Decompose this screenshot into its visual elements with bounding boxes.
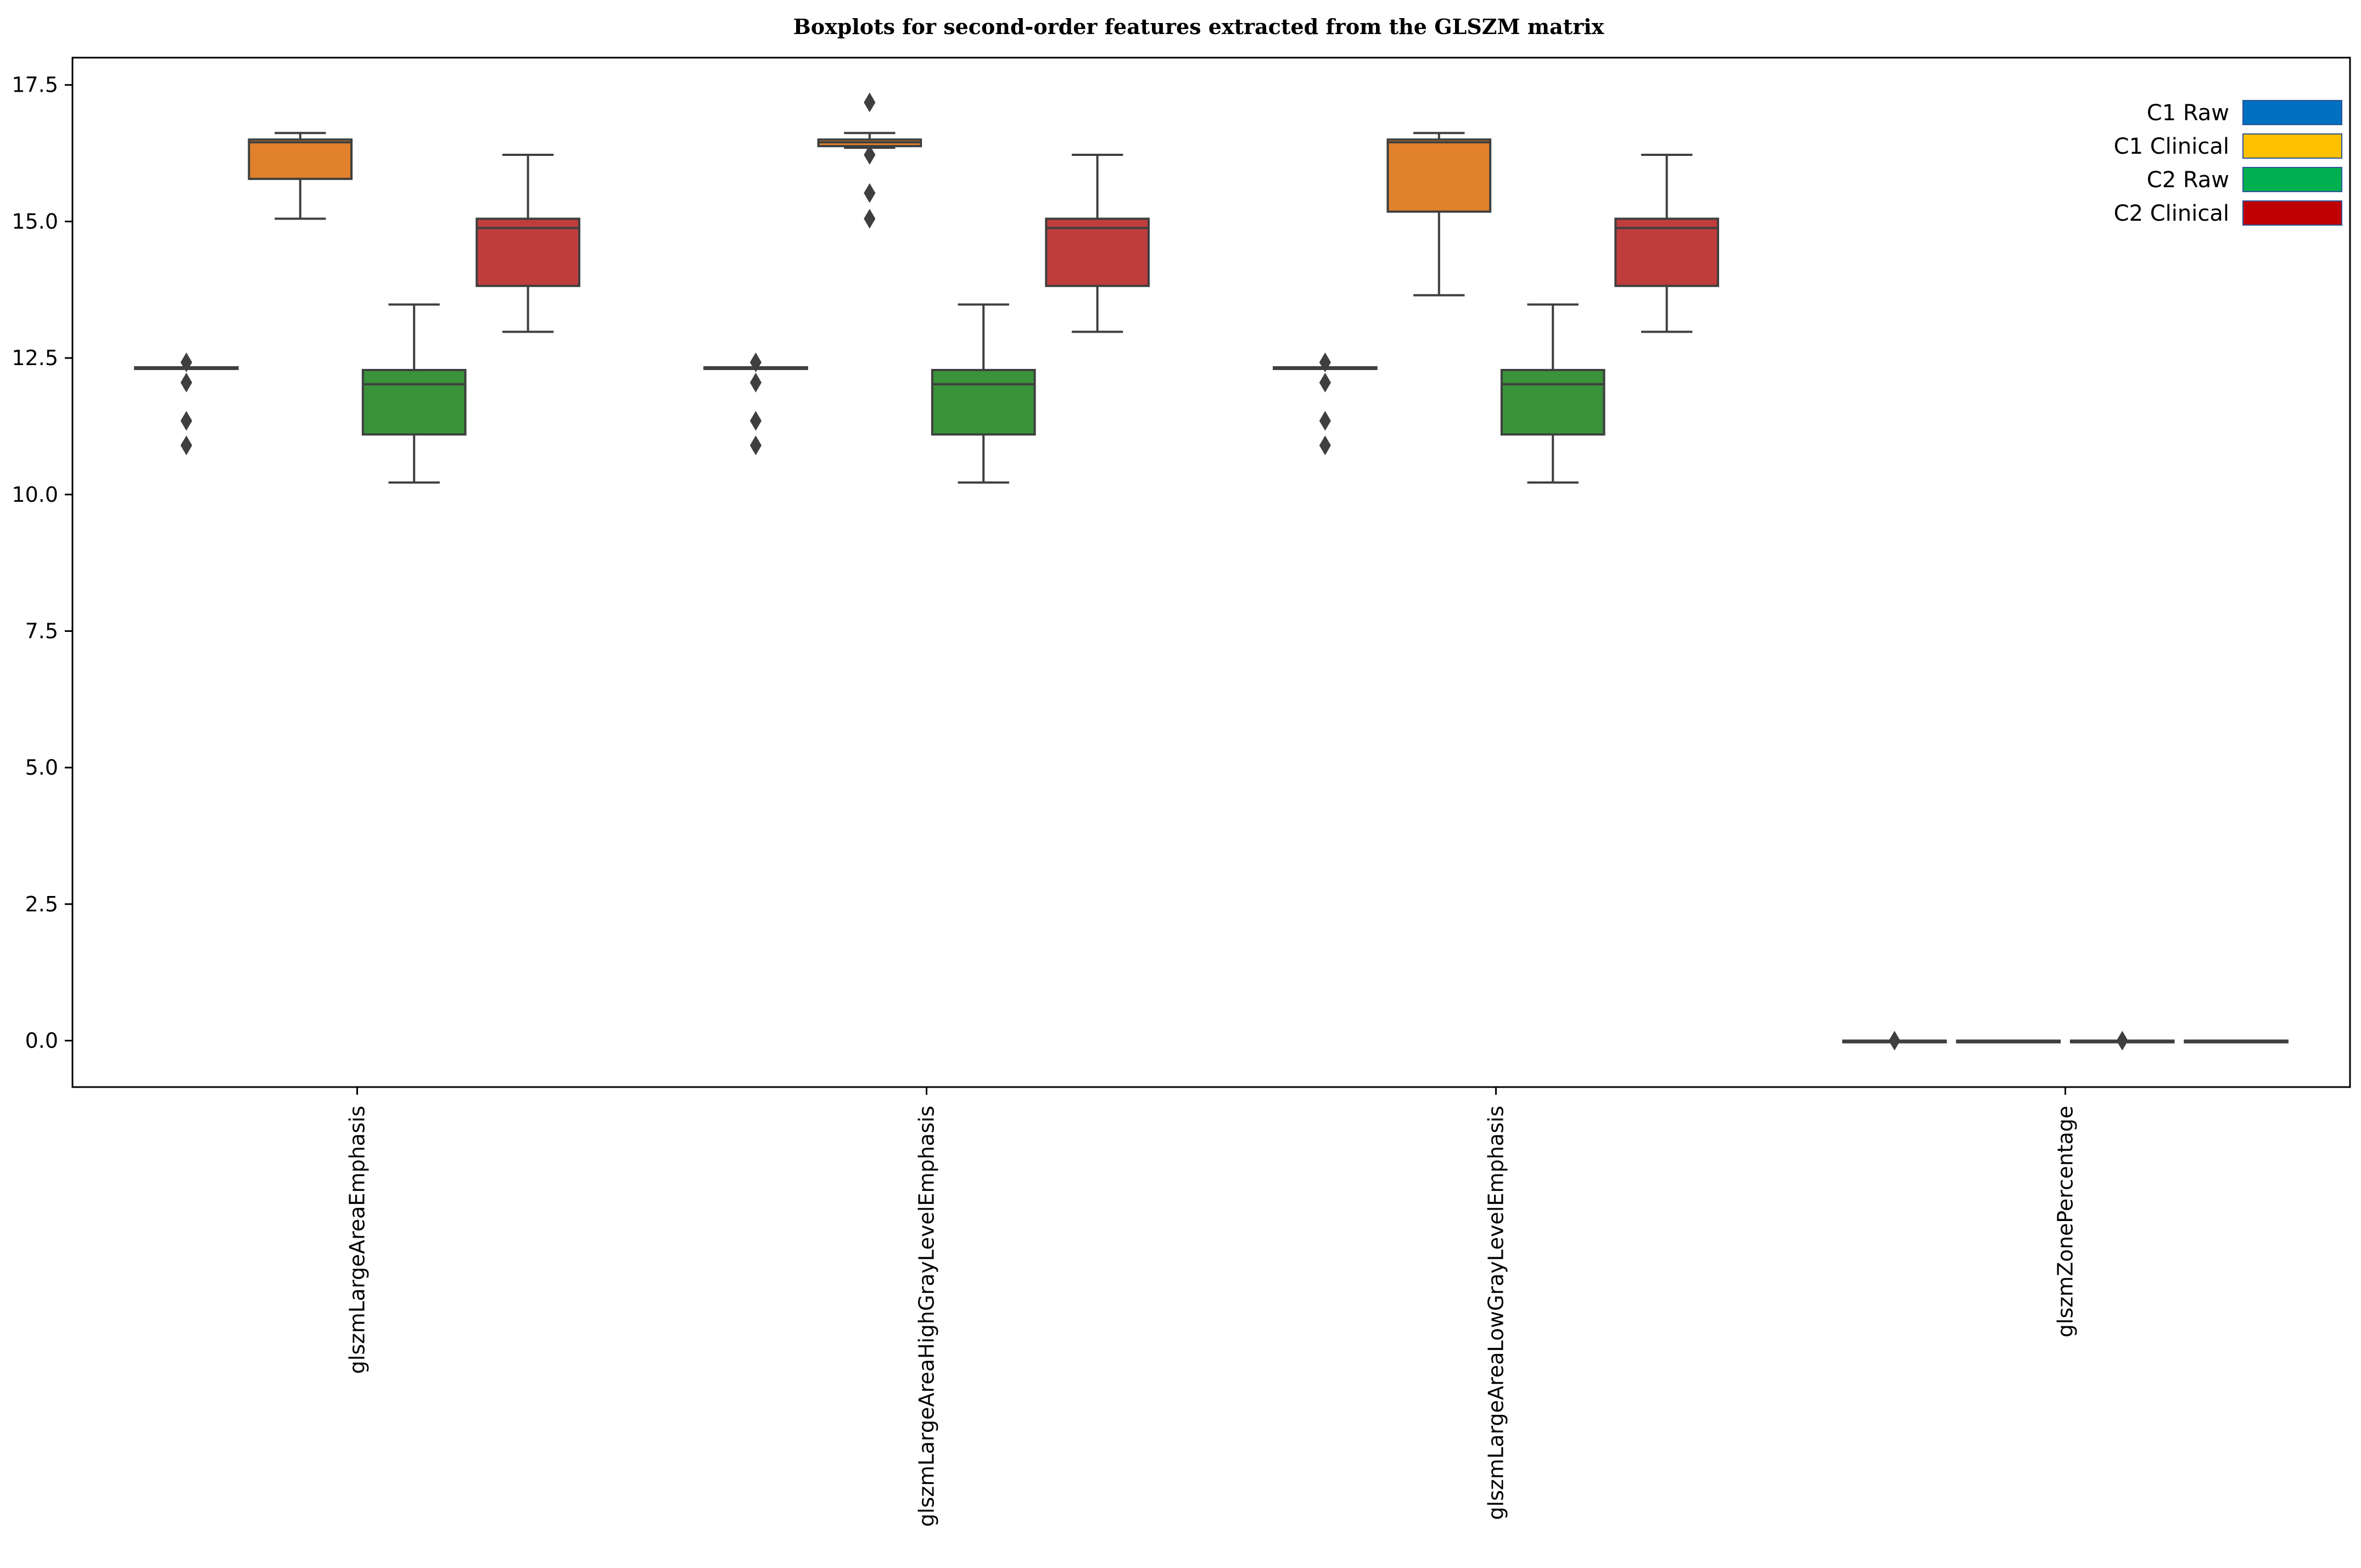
- outlier-point: [1319, 435, 1331, 456]
- box-c1-raw: [134, 352, 239, 456]
- legend-swatch: [2242, 200, 2342, 226]
- y-tick-label: 2.5: [25, 892, 58, 916]
- plot-marks: [134, 92, 2289, 1051]
- outlier-point: [2116, 1031, 2128, 1051]
- outlier-point: [1319, 372, 1331, 393]
- box-c1-clinical: [1386, 132, 1492, 296]
- outlier-point: [180, 435, 192, 456]
- legend-label: C2 Raw: [2147, 167, 2229, 193]
- y-tick-label: 15.0: [12, 209, 58, 233]
- box-c2-clinical: [1045, 154, 1150, 333]
- legend-label: C2 Clinical: [2114, 201, 2229, 226]
- box-body: [1614, 217, 1719, 287]
- outlier-point: [864, 183, 876, 203]
- box-c2-raw: [361, 303, 467, 484]
- outlier-point: [180, 411, 192, 431]
- box-c2-raw: [931, 303, 1036, 484]
- box-c2-raw: [2069, 1031, 2175, 1051]
- outlier-point: [749, 411, 762, 431]
- outlier-point: [1319, 411, 1331, 431]
- plot-area-frame: [71, 57, 2351, 1088]
- outlier-point: [864, 145, 876, 165]
- legend-swatch: [2242, 100, 2342, 125]
- outlier-point: [749, 372, 762, 393]
- y-axis: 0.0 2.5 5.0 7.5 10.0 12.5 15.0 17.5: [12, 73, 72, 1052]
- box-c1-clinical: [817, 92, 922, 229]
- outlier-point: [864, 92, 876, 113]
- chart-title: Boxplots for second-order features extra…: [793, 14, 1604, 39]
- x-tick-label: glszmLargeAreaEmphasis: [345, 1106, 370, 1374]
- legend-swatch: [2242, 133, 2342, 159]
- box-c1-raw: [1842, 1031, 1947, 1051]
- box-c1-raw: [1273, 352, 1378, 456]
- box-body: [1500, 368, 1605, 436]
- outlier-point: [1888, 1031, 1900, 1051]
- box-body: [248, 138, 353, 180]
- outlier-point: [180, 352, 192, 373]
- x-axis: glszmLargeAreaEmphasis glszmLargeAreaHigh…: [345, 1087, 2078, 1527]
- outlier-point: [180, 372, 192, 393]
- box-body: [361, 368, 467, 436]
- outlier-point: [1319, 352, 1331, 373]
- y-tick-label: 10.0: [12, 483, 58, 507]
- y-tick-label: 7.5: [25, 619, 58, 643]
- x-tick-label: glszmLargeAreaLowGrayLevelEmphasis: [1484, 1106, 1508, 1520]
- y-tick-label: 5.0: [25, 755, 58, 780]
- box-c2-raw: [1500, 303, 1605, 484]
- box-body: [1045, 217, 1150, 287]
- legend-label: C1 Clinical: [2114, 134, 2229, 159]
- legend-label: C1 Raw: [2147, 100, 2229, 126]
- box-c2-clinical: [475, 154, 580, 333]
- legend-swatch: [2242, 167, 2342, 192]
- y-tick-label: 12.5: [12, 346, 58, 370]
- box-body: [475, 217, 580, 287]
- y-tick-label: 0.0: [25, 1028, 58, 1052]
- box-c1-clinical: [1956, 1039, 2061, 1044]
- outlier-point: [749, 352, 762, 373]
- box-c2-clinical: [1614, 154, 1719, 333]
- outlier-point: [749, 435, 762, 456]
- box-c1-clinical: [248, 132, 353, 220]
- x-tick-label: glszmZonePercentage: [2054, 1106, 2078, 1337]
- box-body: [931, 368, 1036, 436]
- box-c2-clinical: [2184, 1039, 2289, 1044]
- box-body: [1386, 138, 1492, 213]
- outlier-point: [864, 209, 876, 229]
- box-c1-raw: [703, 352, 808, 456]
- y-tick-label: 17.5: [12, 73, 58, 97]
- x-tick-label: glszmLargeAreaHighGrayLevelEmphasis: [915, 1106, 939, 1527]
- legend: C1 Raw C1 Clinical C2 Raw C2 Clinical: [2114, 100, 2342, 226]
